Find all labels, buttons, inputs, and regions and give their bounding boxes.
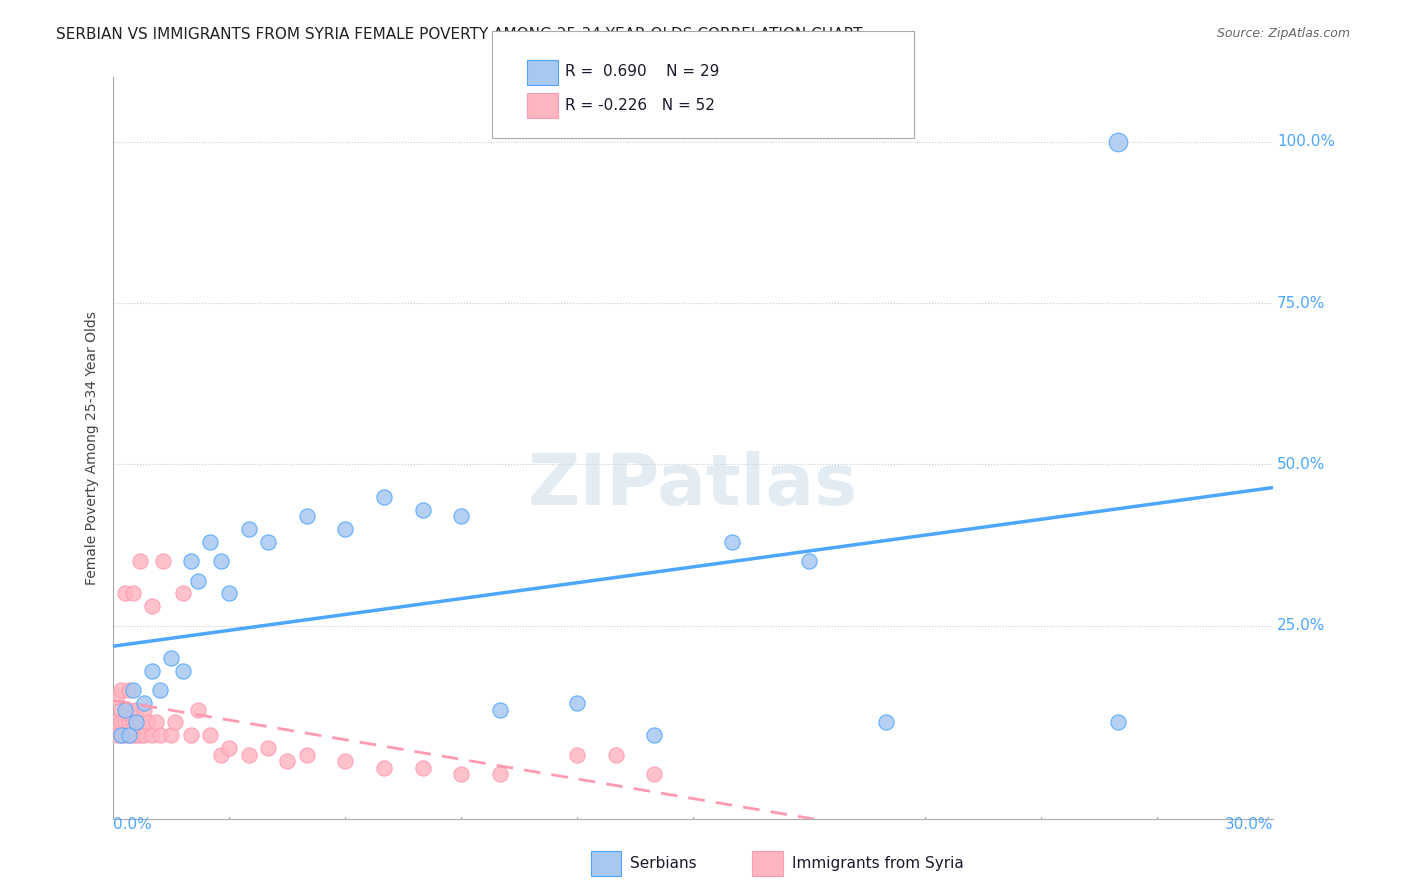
Point — [257, 741, 280, 756]
Point — [125, 715, 148, 730]
Point — [211, 747, 233, 762]
Point — [218, 586, 240, 600]
Text: 0.0%: 0.0% — [114, 817, 152, 832]
Point — [134, 696, 156, 710]
Text: Immigrants from Syria: Immigrants from Syria — [792, 856, 963, 871]
Point — [118, 702, 141, 716]
Point — [145, 715, 167, 730]
Point — [121, 715, 143, 730]
Point — [797, 554, 820, 568]
Point — [276, 754, 298, 768]
Point — [373, 761, 395, 775]
Point — [644, 767, 666, 781]
Text: Serbians: Serbians — [630, 856, 696, 871]
Point — [218, 741, 240, 756]
Point — [605, 747, 627, 762]
Point — [180, 554, 202, 568]
Point — [149, 683, 172, 698]
Point — [121, 683, 143, 698]
Point — [187, 574, 209, 588]
Point — [110, 683, 132, 698]
Text: 100.0%: 100.0% — [1277, 135, 1334, 150]
Point — [118, 728, 141, 742]
Point — [110, 715, 132, 730]
Point — [125, 728, 148, 742]
Point — [335, 522, 357, 536]
Point — [134, 728, 156, 742]
Point — [172, 586, 194, 600]
Point — [489, 702, 512, 716]
Point — [198, 728, 221, 742]
Point — [110, 728, 132, 742]
Point — [152, 554, 174, 568]
Point — [110, 728, 132, 742]
Point — [211, 554, 233, 568]
Point — [149, 728, 172, 742]
Text: R = -0.226   N = 52: R = -0.226 N = 52 — [565, 98, 716, 112]
Point — [412, 761, 434, 775]
Point — [105, 728, 128, 742]
Point — [129, 728, 152, 742]
Point — [1107, 715, 1129, 730]
Point — [489, 767, 512, 781]
Point — [105, 715, 128, 730]
Point — [160, 651, 183, 665]
Point — [129, 715, 152, 730]
Point — [165, 715, 187, 730]
Text: 30.0%: 30.0% — [1225, 817, 1272, 832]
Point — [125, 715, 148, 730]
Point — [644, 728, 666, 742]
Point — [450, 767, 472, 781]
Point — [187, 702, 209, 716]
Point — [134, 702, 156, 716]
Point — [295, 509, 318, 524]
Point — [118, 683, 141, 698]
Point — [875, 715, 897, 730]
Text: 75.0%: 75.0% — [1277, 295, 1326, 310]
Point — [121, 586, 143, 600]
Point — [412, 502, 434, 516]
Point — [118, 715, 141, 730]
Point — [160, 728, 183, 742]
Point — [114, 702, 136, 716]
Point — [141, 599, 163, 614]
Point — [238, 747, 260, 762]
Text: ZIPatlas: ZIPatlas — [529, 450, 858, 520]
Point — [114, 728, 136, 742]
Text: Source: ZipAtlas.com: Source: ZipAtlas.com — [1216, 27, 1350, 40]
Point — [172, 664, 194, 678]
Point — [180, 728, 202, 742]
Point — [295, 747, 318, 762]
Point — [373, 490, 395, 504]
Point — [335, 754, 357, 768]
Point — [567, 696, 589, 710]
Point — [1107, 135, 1129, 149]
Point — [121, 728, 143, 742]
Point — [110, 702, 132, 716]
Point — [125, 702, 148, 716]
Y-axis label: Female Poverty Among 25-34 Year Olds: Female Poverty Among 25-34 Year Olds — [86, 311, 100, 585]
Text: SERBIAN VS IMMIGRANTS FROM SYRIA FEMALE POVERTY AMONG 25-34 YEAR OLDS CORRELATIO: SERBIAN VS IMMIGRANTS FROM SYRIA FEMALE … — [56, 27, 863, 42]
Point — [720, 534, 742, 549]
Text: 50.0%: 50.0% — [1277, 457, 1326, 472]
Point — [198, 534, 221, 549]
Point — [450, 509, 472, 524]
Point — [136, 715, 159, 730]
Point — [567, 747, 589, 762]
Point — [114, 702, 136, 716]
Point — [105, 690, 128, 704]
Point — [114, 586, 136, 600]
Point — [238, 522, 260, 536]
Point — [114, 715, 136, 730]
Point — [141, 728, 163, 742]
Point — [118, 728, 141, 742]
Text: 25.0%: 25.0% — [1277, 618, 1326, 633]
Text: R =  0.690    N = 29: R = 0.690 N = 29 — [565, 64, 720, 78]
Point — [257, 534, 280, 549]
Point — [129, 554, 152, 568]
Point — [141, 664, 163, 678]
